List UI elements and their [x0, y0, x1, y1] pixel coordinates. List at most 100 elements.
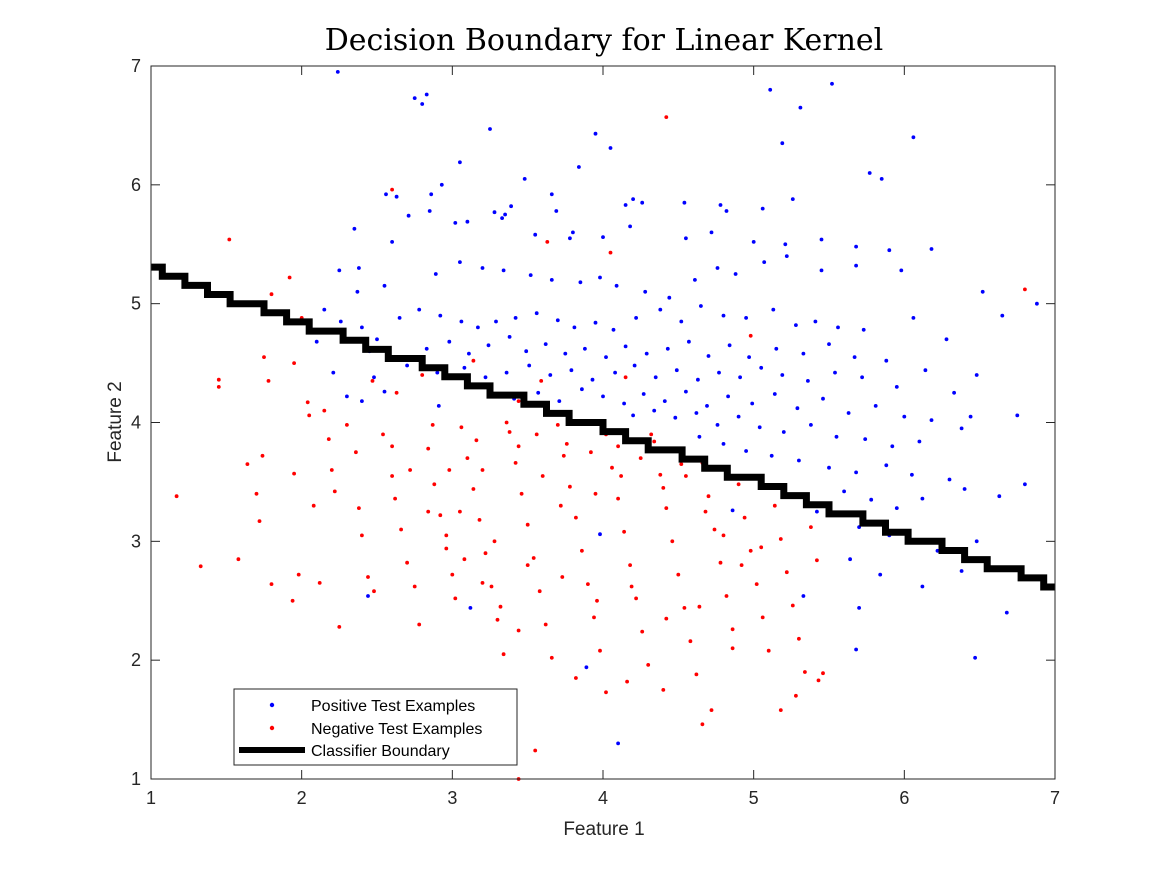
negative-point [504, 420, 509, 425]
y-tick-label: 5 [131, 294, 141, 314]
positive-point [486, 343, 491, 348]
positive-points-series [314, 70, 1039, 746]
negative-point [531, 556, 536, 560]
positive-point [632, 363, 637, 368]
negative-point [558, 503, 563, 508]
negative-point [821, 671, 825, 676]
positive-point [679, 319, 684, 324]
positive-point [578, 280, 583, 285]
positive-point [910, 472, 914, 477]
positive-point [623, 344, 628, 349]
positive-point [834, 434, 839, 439]
positive-point [750, 401, 755, 406]
positive-point [801, 594, 806, 598]
negative-point [622, 529, 626, 534]
positive-point [726, 394, 730, 399]
negative-point [684, 474, 688, 478]
positive-point [819, 237, 824, 242]
positive-point [854, 263, 858, 268]
negative-point [616, 444, 620, 449]
negative-point [703, 509, 708, 514]
y-axis-label: Feature 2 [105, 381, 126, 462]
positive-point [394, 194, 399, 199]
negative-point [458, 509, 462, 514]
positive-point [335, 70, 340, 74]
negative-point [292, 361, 296, 365]
negative-point [534, 432, 539, 437]
positive-point [973, 655, 977, 660]
positive-point [784, 254, 789, 258]
legend: Positive Test Examples Negative Test Exa… [233, 688, 518, 766]
positive-point [952, 390, 956, 395]
x-axis-label: Feature 1 [563, 819, 644, 840]
negative-point [480, 581, 485, 585]
negative-point [498, 604, 503, 609]
positive-point [504, 370, 509, 375]
positive-point [390, 240, 394, 244]
negative-point [296, 572, 301, 577]
negative-point [245, 462, 250, 466]
positive-point [555, 318, 560, 323]
negative-point [307, 413, 312, 418]
x-tick-label: 2 [297, 788, 307, 808]
negative-point [337, 625, 342, 629]
negative-point [625, 679, 629, 684]
positive-point [372, 375, 376, 380]
positive-point [345, 394, 349, 399]
positive-point [522, 177, 527, 181]
negative-point [408, 468, 412, 472]
chart-title: Decision Boundary for Linear Kernel [325, 23, 884, 58]
positive-point [429, 192, 434, 197]
positive-point [322, 307, 327, 312]
positive-point [852, 355, 857, 359]
positive-point [543, 342, 548, 346]
positive-point [819, 268, 824, 273]
negative-point [580, 548, 584, 553]
positive-point [771, 307, 776, 312]
negative-point [262, 355, 266, 359]
positive-point [959, 569, 964, 573]
negative-point [533, 748, 538, 753]
negative-point [748, 548, 753, 553]
negative-point [688, 639, 693, 644]
negative-point [525, 563, 530, 567]
positive-point [682, 200, 687, 205]
positive-point [854, 647, 858, 652]
legend-positive-label: Positive Test Examples [311, 698, 475, 715]
negative-point [564, 442, 569, 446]
positive-point [492, 210, 497, 215]
positive-point [447, 339, 452, 344]
negative-point [372, 589, 376, 594]
positive-point [861, 327, 866, 332]
negative-point [816, 678, 821, 683]
positive-point [917, 439, 922, 444]
negative-point [638, 456, 643, 460]
negative-point [459, 425, 464, 430]
negative-point [430, 423, 435, 427]
positive-point [794, 323, 798, 327]
positive-point [507, 335, 512, 339]
positive-point [902, 414, 907, 419]
positive-point [947, 477, 952, 482]
positive-point [867, 171, 872, 175]
positive-point [795, 406, 800, 411]
positive-point [774, 346, 779, 351]
positive-point [568, 236, 572, 241]
positive-point [468, 606, 473, 610]
negative-point [269, 582, 274, 586]
legend-boundary-label: Classifier Boundary [311, 743, 450, 760]
negative-point [778, 708, 783, 712]
positive-point [1023, 482, 1027, 487]
positive-point [611, 327, 616, 332]
positive-point [494, 319, 498, 324]
positive-point [827, 465, 831, 470]
positive-point [968, 414, 973, 419]
positive-point [781, 430, 786, 434]
negative-point [790, 603, 795, 608]
x-tick-label: 7 [1050, 788, 1060, 808]
positive-point [337, 268, 342, 273]
negative-point [682, 606, 687, 610]
negative-point [809, 525, 813, 529]
positive-point [644, 351, 649, 356]
positive-point [641, 392, 646, 396]
